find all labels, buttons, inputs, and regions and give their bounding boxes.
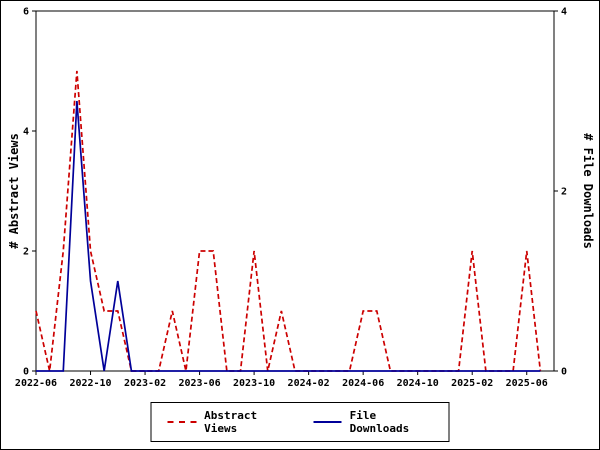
right-tick-label: 2 xyxy=(561,187,567,198)
legend-label-abstract-views: Abstract Views xyxy=(204,409,258,435)
x-tick-label: 2022-10 xyxy=(69,378,111,389)
right-axis-title: # File Downloads xyxy=(581,133,595,249)
x-tick-label: 2025-02 xyxy=(451,378,493,389)
legend-item-abstract-views: Abstract Views xyxy=(167,409,288,435)
left-tick-label: 2 xyxy=(23,247,29,258)
left-axis-title: # Abstract Views xyxy=(7,133,21,249)
x-tick-label: 2025-06 xyxy=(506,378,548,389)
abstract-views-line-sample xyxy=(167,421,197,423)
x-tick-label: 2022-06 xyxy=(15,378,57,389)
right-tick-label: 4 xyxy=(561,7,567,18)
left-tick-label: 0 xyxy=(23,367,29,378)
left-tick-label: 4 xyxy=(23,127,29,138)
x-tick-label: 2023-06 xyxy=(179,378,221,389)
legend-item-file-downloads: File Downloads xyxy=(313,409,433,435)
x-tick-label: 2024-10 xyxy=(397,378,439,389)
file-downloads-line-sample xyxy=(313,421,342,423)
plot-border xyxy=(35,10,555,372)
right-tick-label: 0 xyxy=(561,367,567,378)
x-tick-label: 2024-06 xyxy=(342,378,384,389)
legend: Abstract Views File Downloads xyxy=(150,402,450,442)
legend-label-file-downloads: File Downloads xyxy=(349,409,410,435)
x-tick-label: 2024-02 xyxy=(288,378,330,389)
x-tick-label: 2023-02 xyxy=(124,378,166,389)
series-line-file-downloads xyxy=(36,100,541,372)
x-tick-label: 2023-10 xyxy=(233,378,275,389)
left-tick-label: 6 xyxy=(23,7,29,18)
